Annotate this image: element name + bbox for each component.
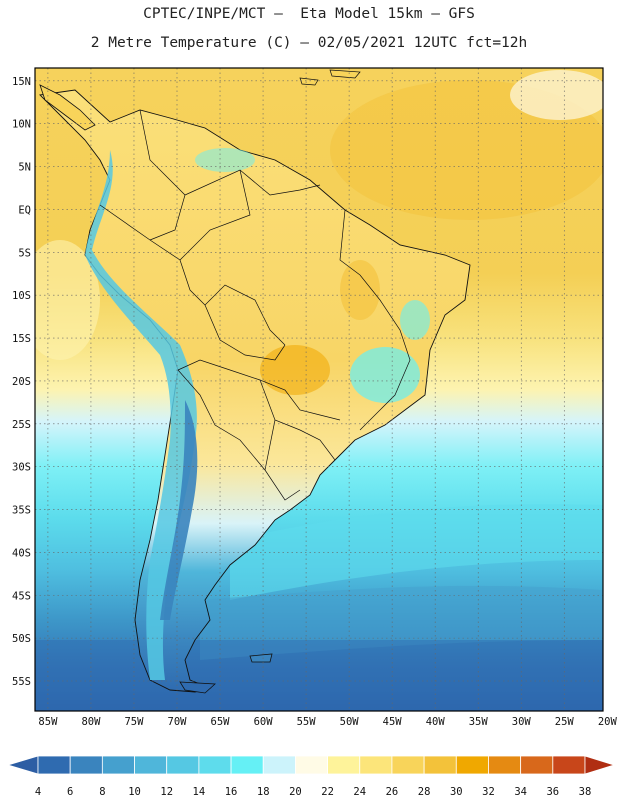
colorbar-label: 20 xyxy=(289,786,302,798)
lat-label: EQ xyxy=(18,204,31,216)
lat-label: 15S xyxy=(12,333,31,345)
lon-label: 55W xyxy=(297,716,317,728)
colorbar-label: 6 xyxy=(67,786,73,798)
lon-label: 35W xyxy=(469,716,489,728)
lon-label: 80W xyxy=(81,716,101,728)
colorbar-segment xyxy=(198,755,232,775)
lon-label: 70W xyxy=(168,716,188,728)
lat-label: 35S xyxy=(12,505,31,517)
colorbar-label: 28 xyxy=(418,786,431,798)
colorbar-segment xyxy=(552,755,586,775)
lat-label: 5N xyxy=(18,162,31,174)
colorbar-label: 12 xyxy=(160,786,173,798)
colorbar: 4 6 8 10 12 14 16 18 20 22 24 26 28 30 32 34 36 38 xyxy=(6,755,616,798)
lon-label: 50W xyxy=(340,716,360,728)
colorbar-label: 34 xyxy=(514,786,527,798)
colorbar-label: 30 xyxy=(450,786,463,798)
colorbar-segment xyxy=(423,755,457,775)
latitude-labels: 15N 10N 5N EQ 5S 10S 15S 20S 25S 30S 35S 40S 45S 50S 5… xyxy=(12,76,31,688)
lon-label: 45W xyxy=(383,716,403,728)
lat-label: 50S xyxy=(12,633,31,645)
lon-label: 40W xyxy=(426,716,446,728)
lat-label: 30S xyxy=(12,462,31,474)
map-subtitle: 2 Metre Temperature (C) – 02/05/2021 12U… xyxy=(90,35,528,51)
colorbar-label: 14 xyxy=(193,786,206,798)
map-frame xyxy=(34,67,604,712)
lon-label: 85W xyxy=(38,716,58,728)
colorbar-segment xyxy=(230,755,264,775)
colorbar-segment xyxy=(488,755,522,775)
lon-label: 25W xyxy=(555,716,575,728)
colorbar-label: 32 xyxy=(482,786,495,798)
colorbar-segment xyxy=(295,755,328,775)
lon-label: 20W xyxy=(598,716,618,728)
longitude-labels: 85W 80W 75W 70W 65W 60W 55W 50W 45W 40W 35W 30W 25W 2… xyxy=(38,716,617,728)
colorbar-segment xyxy=(455,755,489,775)
lat-label: 10N xyxy=(12,119,31,131)
lat-label: 45S xyxy=(12,590,31,602)
colorbar-high-arrow xyxy=(584,755,616,775)
colorbar-segment xyxy=(69,755,103,775)
colorbar-label: 38 xyxy=(579,786,592,798)
colorbar-label: 36 xyxy=(546,786,559,798)
lon-label: 75W xyxy=(124,716,144,728)
colorbar-segment xyxy=(101,755,135,775)
colorbar-segment xyxy=(166,755,200,775)
colorbar-label: 26 xyxy=(386,786,399,798)
lat-label: 55S xyxy=(12,676,31,688)
colorbar-segment xyxy=(327,755,361,775)
lat-label: 10S xyxy=(12,290,31,302)
colorbar-label: 10 xyxy=(128,786,141,798)
colorbar-segment xyxy=(134,755,168,775)
lat-label: 25S xyxy=(12,419,31,431)
colorbar-segment xyxy=(359,755,393,775)
lon-label: 60W xyxy=(254,716,274,728)
lat-label: 20S xyxy=(12,376,31,388)
lat-label: 40S xyxy=(12,547,31,559)
colorbar-label: 24 xyxy=(353,786,366,798)
colorbar-segment xyxy=(391,755,425,775)
colorbar-low-arrow xyxy=(6,755,39,775)
colorbar-label: 4 xyxy=(35,786,41,798)
colorbar-label: 18 xyxy=(257,786,270,798)
lat-label: 5S xyxy=(18,247,31,259)
map-title: CPTEC/INPE/MCT – Eta Model 15km – GFS xyxy=(143,6,475,22)
colorbar-segment xyxy=(520,755,554,775)
colorbar-segment xyxy=(37,755,71,775)
lon-label: 30W xyxy=(512,716,532,728)
continent-landmass xyxy=(39,69,471,694)
colorbar-segment xyxy=(262,755,296,775)
colorbar-label: 8 xyxy=(99,786,105,798)
country-borders xyxy=(99,109,411,501)
lon-label: 65W xyxy=(211,716,231,728)
grid-lines xyxy=(35,68,603,711)
colorbar-label: 22 xyxy=(321,786,334,798)
lat-label: 15N xyxy=(12,76,31,88)
colorbar-label: 16 xyxy=(225,786,238,798)
